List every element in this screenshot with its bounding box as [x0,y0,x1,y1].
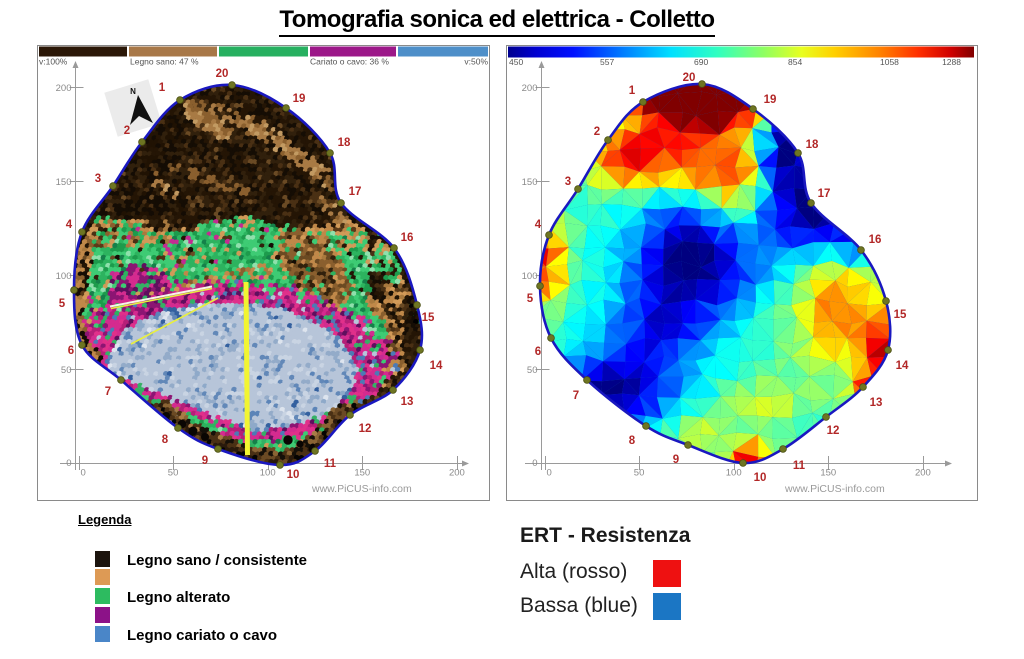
svg-text:0: 0 [66,458,71,469]
svg-text:1: 1 [159,82,166,94]
svg-text:100: 100 [56,271,72,282]
svg-text:www.PiCUS-info.com: www.PiCUS-info.com [311,483,412,495]
svg-text:150: 150 [354,468,370,479]
svg-text:6: 6 [68,345,74,357]
svg-text:0: 0 [81,468,86,479]
svg-text:v:50%: v:50% [464,57,488,67]
svg-text:Cariato o cavo: 36 %: Cariato o cavo: 36 % [310,57,389,67]
svg-text:8: 8 [162,434,169,446]
svg-text:200: 200 [449,468,465,479]
svg-text:50: 50 [168,468,179,479]
svg-text:v:100%: v:100% [39,57,68,67]
svg-text:3: 3 [95,173,101,185]
svg-text:4: 4 [66,219,73,231]
svg-text:7: 7 [105,386,111,398]
svg-text:200: 200 [56,83,72,94]
svg-text:100: 100 [260,468,276,479]
svg-text:5: 5 [59,298,66,310]
svg-text:2: 2 [124,125,130,137]
svg-text:50: 50 [61,365,72,376]
svg-text:N: N [130,87,136,96]
svg-text:150: 150 [56,177,72,188]
svg-text:Legno sano: 47 %: Legno sano: 47 % [130,57,199,67]
